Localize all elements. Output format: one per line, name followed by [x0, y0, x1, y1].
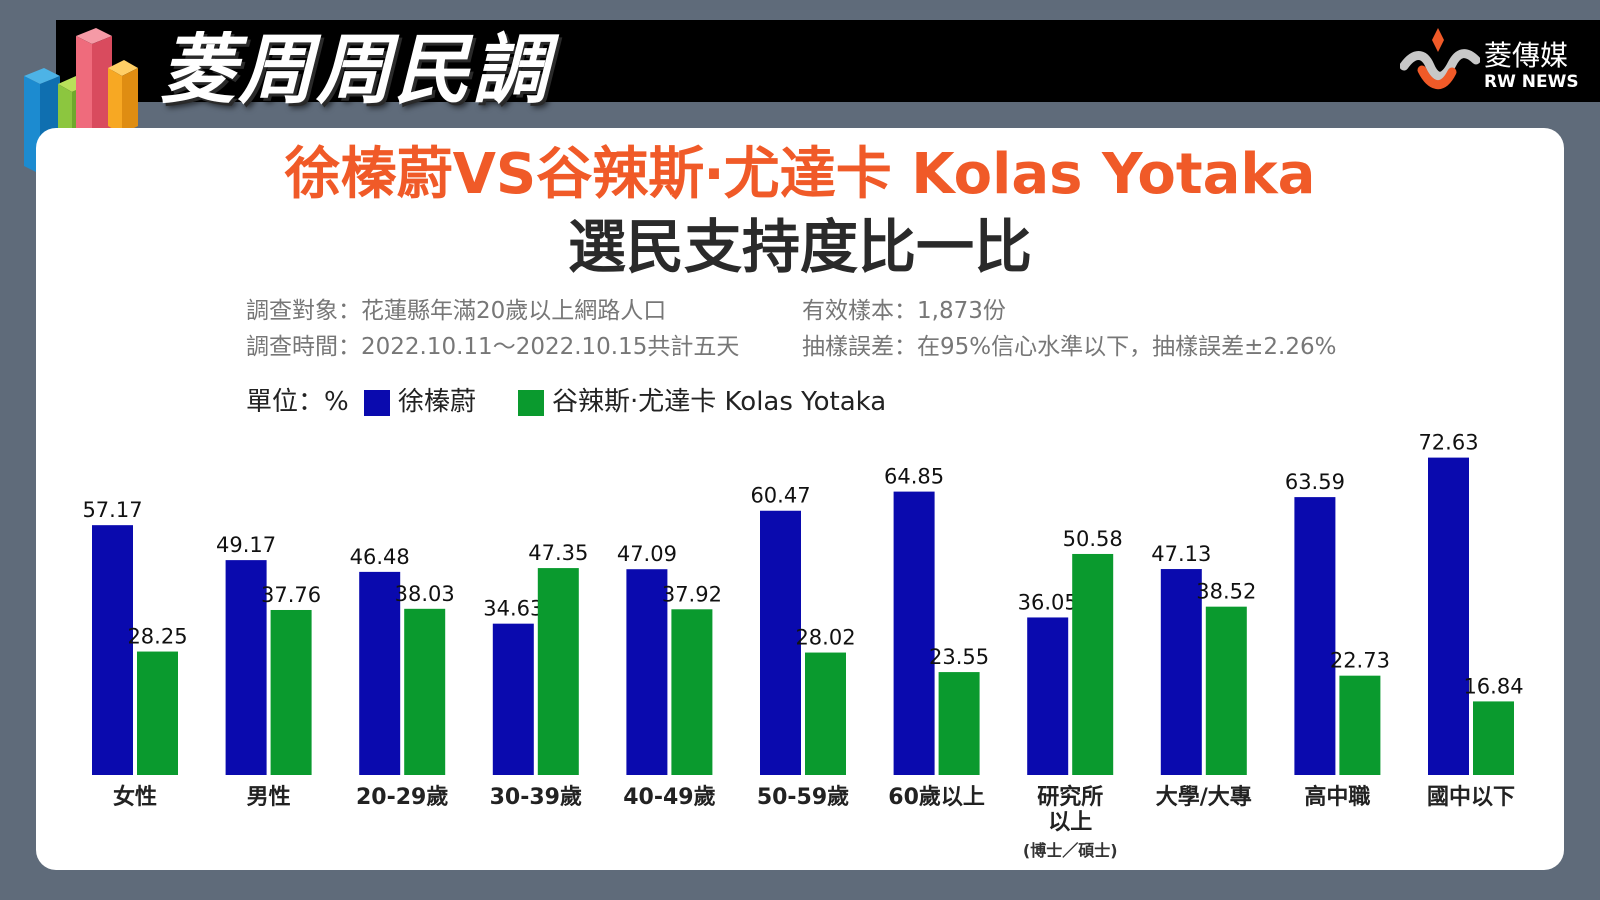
- data-label: 37.92: [662, 582, 722, 606]
- data-label: 38.03: [395, 582, 455, 606]
- header-bar: [56, 20, 1600, 102]
- survey-period: 調查時間：2022.10.11～2022.10.15共計五天: [246, 334, 740, 360]
- bar-series2: [805, 652, 846, 775]
- category-label: 女性: [113, 784, 157, 810]
- bar-series2: [671, 609, 713, 775]
- data-label: 28.02: [795, 626, 855, 650]
- bar-series1: [225, 560, 267, 775]
- bar-series1: [492, 623, 534, 775]
- legend-label-series2: 谷辣斯‧尤達卡 Kolas Yotaka: [552, 387, 887, 417]
- rw-news-english: RW NEWS: [1484, 72, 1579, 92]
- data-label: 47.35: [528, 541, 588, 565]
- category-label: 60歲以上: [888, 785, 985, 810]
- category-note: (博士／碩士): [1023, 841, 1118, 860]
- bar-series2: [270, 609, 312, 775]
- bar-series1: [1027, 617, 1069, 775]
- data-label: 28.25: [127, 625, 187, 649]
- rw-news-logo: 菱傳媒 RW NEWS: [1400, 26, 1580, 98]
- category-label: 國中以下: [1427, 785, 1515, 810]
- category-label: 男性: [247, 785, 291, 810]
- bar-series1: [626, 569, 668, 775]
- data-label: 64.85: [884, 465, 944, 489]
- bar-series1: [1428, 457, 1469, 775]
- bar-series2: [938, 672, 980, 775]
- rw-news-mark-icon: [1400, 28, 1480, 89]
- bar-series2: [137, 651, 178, 775]
- category-label: 20-29歲: [356, 785, 448, 810]
- category-label: 研究所: [1037, 784, 1103, 810]
- data-label: 22.73: [1330, 649, 1390, 673]
- data-label: 57.17: [82, 498, 142, 522]
- bar-series1: [1160, 569, 1202, 775]
- category-label: 高中職: [1304, 784, 1370, 810]
- chart-title: 徐榛蔚VS谷辣斯‧尤達卡 Kolas Yotaka: [284, 142, 1316, 207]
- category-label: 以上: [1048, 810, 1092, 835]
- bar-series1: [760, 510, 801, 775]
- bar-series1: [92, 525, 133, 775]
- category-label: 30-39歲: [490, 785, 582, 810]
- data-label: 49.17: [216, 533, 276, 557]
- category-label: 大學/大專: [1156, 784, 1252, 810]
- bar-series2: [1205, 606, 1247, 775]
- data-label: 50.58: [1063, 527, 1123, 551]
- legend-swatch-series2: [518, 390, 544, 416]
- unit-label: 單位：%: [246, 387, 349, 417]
- bar-series2: [404, 608, 446, 775]
- data-label: 34.63: [483, 597, 543, 621]
- survey-target: 調查對象：花蓮縣年滿20歲以上網路人口: [246, 298, 667, 324]
- bar-series2: [1072, 553, 1114, 775]
- bar-series1: [1294, 497, 1336, 775]
- bar-series2: [1339, 675, 1381, 775]
- data-label: 60.47: [750, 484, 810, 508]
- data-label: 23.55: [929, 645, 989, 669]
- data-label: 37.76: [261, 583, 321, 607]
- category-label: 50-59歲: [757, 785, 849, 810]
- brand-title: 菱周周民調: [160, 25, 550, 114]
- survey-error: 抽樣誤差：在95%信心水準以下，抽樣誤差±2.26%: [802, 334, 1337, 360]
- data-label: 47.09: [617, 542, 677, 566]
- data-label: 63.59: [1285, 470, 1345, 494]
- data-label: 36.05: [1018, 590, 1078, 614]
- data-label: 38.52: [1196, 580, 1256, 604]
- data-label: 16.84: [1463, 674, 1523, 698]
- legend-swatch-series1: [364, 390, 390, 416]
- data-label: 72.63: [1418, 431, 1478, 455]
- bar-series2: [1473, 701, 1514, 775]
- legend-label-series1: 徐榛蔚: [398, 387, 477, 417]
- bar-series1: [893, 491, 935, 775]
- bar-series2: [537, 568, 579, 775]
- data-label: 47.13: [1151, 542, 1211, 566]
- survey-sample: 有效樣本：1,873份: [802, 298, 1006, 324]
- rw-news-name: 菱傳媒: [1484, 39, 1569, 72]
- data-label: 46.48: [350, 545, 410, 569]
- bar-series1: [359, 571, 401, 775]
- chart-subtitle: 選民支持度比一比: [567, 213, 1032, 281]
- category-label: 40-49歲: [623, 785, 715, 810]
